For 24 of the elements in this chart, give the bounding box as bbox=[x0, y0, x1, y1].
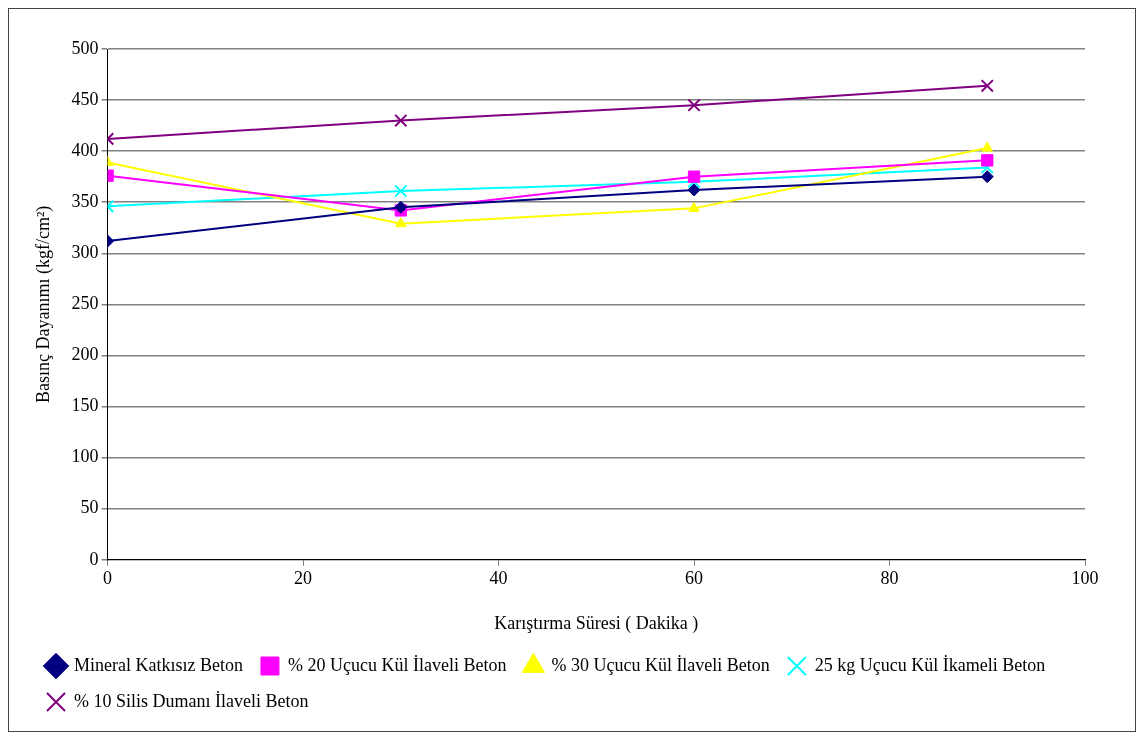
y-tick-label: 400 bbox=[71, 139, 99, 160]
legend-label: 25 kg Uçucu Kül İkameli Beton bbox=[814, 654, 1046, 675]
y-tick-label: 350 bbox=[71, 190, 99, 211]
legend-label: % 30 Uçucu Kül İlaveli Beton bbox=[551, 654, 770, 675]
x-axis-title: Karıştırma Süresi ( Dakika ) bbox=[494, 612, 699, 634]
y-axis-title: Basınç Dayanımı (kgf/cm²) bbox=[32, 205, 54, 404]
y-tick-label: 150 bbox=[71, 395, 99, 416]
x-tick-label: 80 bbox=[880, 568, 899, 589]
x-tick-label: 20 bbox=[294, 568, 313, 589]
y-tick-label: 500 bbox=[71, 37, 99, 58]
x-tick-label: 0 bbox=[103, 568, 113, 589]
legend-label: % 10 Silis Dumanı İlaveli Beton bbox=[74, 690, 309, 711]
x-tick-label: 100 bbox=[1071, 568, 1099, 589]
y-tick-label: 300 bbox=[71, 242, 99, 263]
x-tick-label: 60 bbox=[685, 568, 704, 589]
y-tick-label: 450 bbox=[71, 88, 99, 109]
y-tick-label: 100 bbox=[71, 446, 99, 467]
y-tick-label: 50 bbox=[80, 497, 99, 518]
y-tick-label: 0 bbox=[89, 548, 99, 569]
legend-label: % 20 Uçucu Kül İlaveli Beton bbox=[287, 654, 507, 675]
x-tick-label: 40 bbox=[489, 568, 508, 589]
legend-label: Mineral Katkısız Beton bbox=[74, 654, 243, 675]
y-tick-label: 200 bbox=[71, 344, 99, 365]
y-tick-label: 250 bbox=[71, 293, 99, 314]
